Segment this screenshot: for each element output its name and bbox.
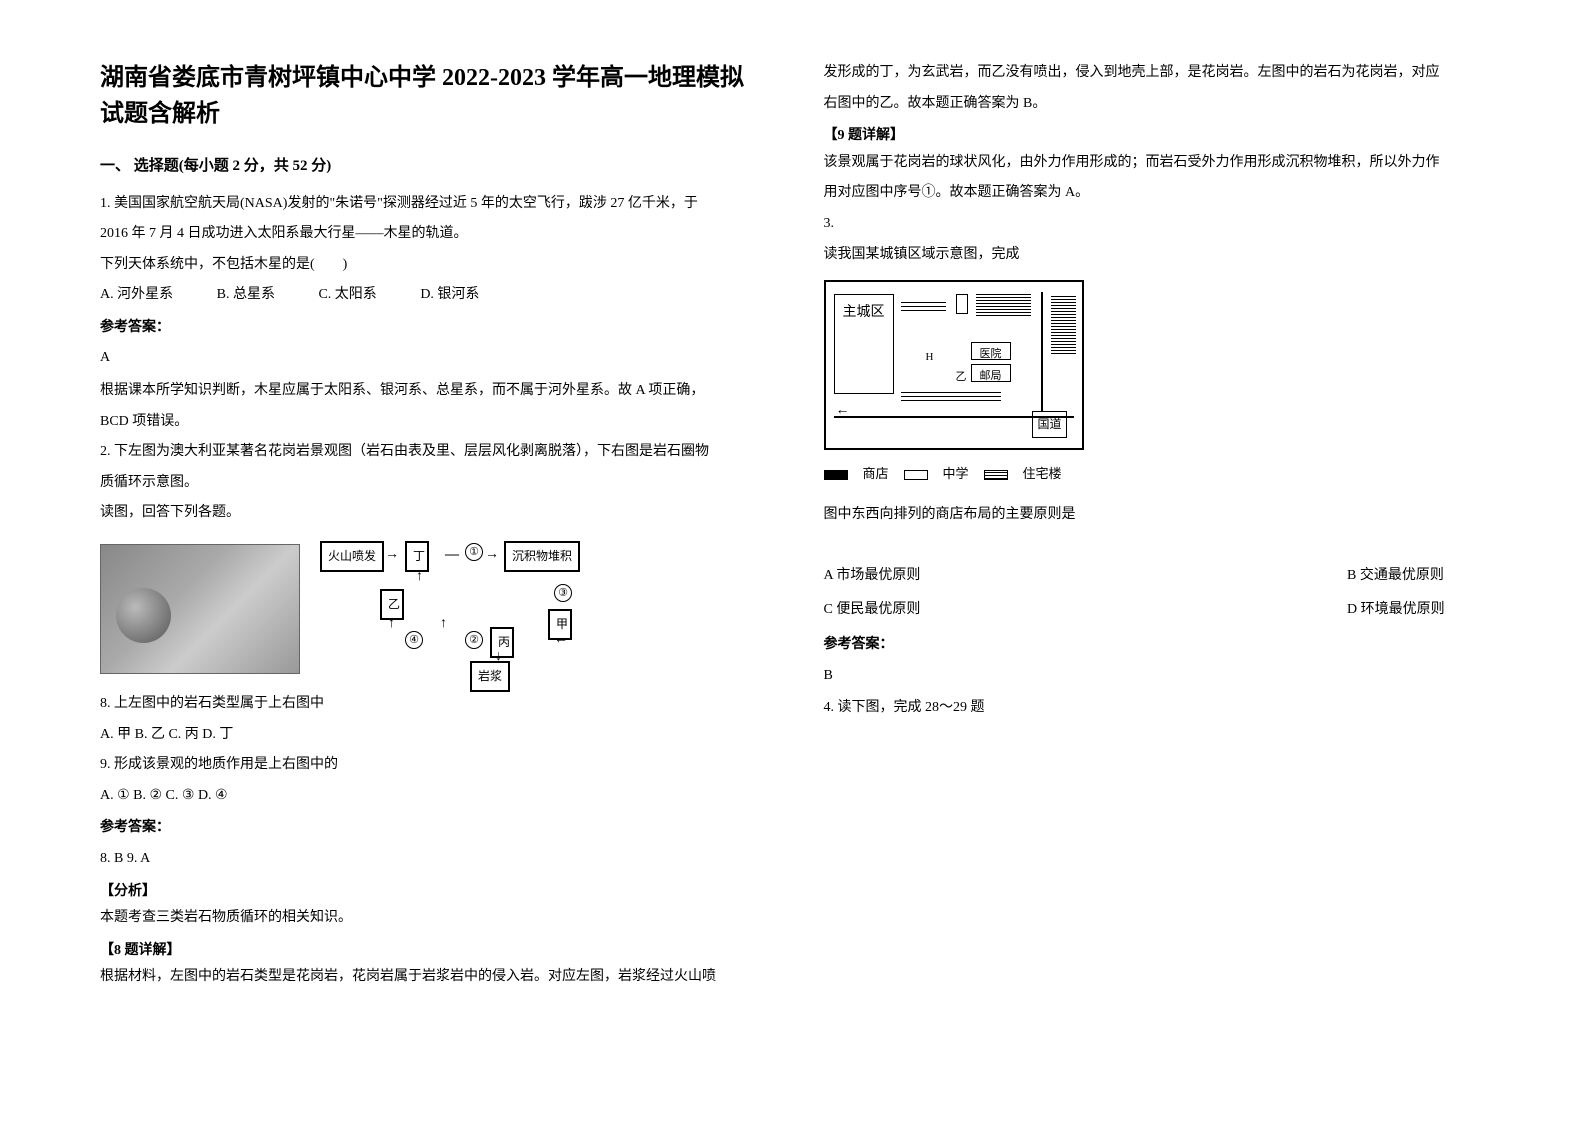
- q2-answer-label: 参考答案：: [100, 815, 764, 842]
- q3-stem: 读我国某城镇区域示意图，完成: [824, 242, 1488, 269]
- q8-stem: 8. 上左图中的岩石类型属于上右图中: [100, 691, 764, 718]
- shop-line: [901, 396, 1001, 397]
- q3-opt-d: D 环境最优原则: [1347, 597, 1487, 624]
- arrow-icon: →: [385, 542, 399, 569]
- q1-stem-3: 下列天体系统中，不包括木星的是( ): [100, 252, 764, 279]
- legend-housing: 住宅楼: [1023, 462, 1062, 487]
- circle-4: ④: [405, 631, 423, 649]
- q1-stem-1: 1. 美国国家航空航天局(NASA)发射的"朱诺号"探测器经过近 5 年的太空飞…: [100, 191, 764, 218]
- q1-opt-a: A. 河外星系: [100, 287, 173, 302]
- legend-row: 商店 中学 住宅楼: [824, 462, 1488, 487]
- arrow-icon: ↑: [388, 611, 395, 638]
- legend-shop: 商店: [863, 462, 889, 487]
- q8-continuation-2: 右图中的乙。故本题正确答案为 B。: [824, 91, 1488, 118]
- school-swatch: [904, 470, 928, 480]
- q1-answer: A: [100, 345, 764, 372]
- bing-box: 丙: [490, 627, 514, 658]
- q3-options-row-1: A 市场最优原则 B 交通最优原则: [824, 563, 1488, 590]
- q9-detail-label: 【9 题详解】: [824, 123, 1488, 150]
- q3-question: 图中东西向排列的商店布局的主要原则是: [824, 502, 1488, 529]
- q3-opt-b: B 交通最优原则: [1347, 563, 1487, 590]
- hospital-box: 医院: [971, 342, 1011, 360]
- q9-stem: 9. 形成该景观的地质作用是上右图中的: [100, 752, 764, 779]
- analysis-text: 本题考查三类岩石物质循环的相关知识。: [100, 905, 764, 932]
- q2-stem-2: 质循环示意图。: [100, 470, 764, 497]
- main-city-area: 主城区: [834, 294, 894, 394]
- circle-3: ③: [554, 584, 572, 602]
- q9-detail-1: 该景观属于花岗岩的球状风化，由外力作用形成的；而岩石受外力作用形成沉积物堆积，所…: [824, 150, 1488, 177]
- q8-continuation-1: 发形成的丁，为玄武岩，而乙没有喷出，侵入到地壳上部，是花岗岩。左图中的岩石为花岗…: [824, 60, 1488, 87]
- q2-figure-row: 火山喷发 → 丁 ① — → 沉积物堆积 乙 ③ ④ ② 丙 ← 甲 岩浆 ↑ …: [100, 539, 764, 679]
- legend-school: 中学: [943, 462, 969, 487]
- q3-options-row-2: C 便民最优原则 D 环境最优原则: [824, 597, 1488, 624]
- town-diagram: 主城区 H 医院 乙 邮局 ← 国道: [824, 280, 1084, 450]
- analysis-label: 【分析】: [100, 879, 764, 906]
- arrow-icon: ↓: [495, 644, 502, 671]
- magma-box: 岩浆: [470, 661, 510, 692]
- housing-block: [1051, 294, 1076, 354]
- q3-opt-c: C 便民最优原则: [824, 597, 921, 624]
- rock-photo: [100, 544, 300, 674]
- q4-figure-placeholder: [824, 726, 1488, 926]
- circle-1: ①: [465, 543, 483, 561]
- shop-line: [901, 306, 946, 307]
- road-label: 国道: [1032, 411, 1066, 438]
- q9-options: A. ① B. ② C. ③ D. ④: [100, 783, 764, 810]
- section-header: 一、 选择题(每小题 2 分，共 52 分): [100, 152, 764, 181]
- h-label: H: [926, 347, 934, 368]
- shop-line: [901, 302, 946, 303]
- q4-stem: 4. 读下图，完成 28～29 题: [824, 695, 1488, 722]
- circle-2: ②: [465, 631, 483, 649]
- yi-label: 乙: [956, 367, 967, 388]
- q8-detail-label: 【8 题详解】: [100, 938, 764, 965]
- q8-options: A. 甲 B. 乙 C. 丙 D. 丁: [100, 722, 764, 749]
- q3-answer-label: 参考答案：: [824, 632, 1488, 659]
- q1-options: A. 河外星系 B. 总星系 C. 太阳系 D. 银河系: [100, 282, 764, 309]
- q3-answer: B: [824, 663, 1488, 690]
- q2-stem-3: 读图，回答下列各题。: [100, 500, 764, 527]
- shop-line: [901, 310, 946, 311]
- q8-detail: 根据材料，左图中的岩石类型是花岗岩，花岗岩属于岩浆岩中的侵入岩。对应左图，岩浆经…: [100, 964, 764, 991]
- housing-block: [976, 294, 1031, 316]
- shop-line: [901, 392, 1001, 393]
- shop-swatch: [824, 470, 848, 480]
- jia-box: 甲: [548, 609, 572, 640]
- q3-number: 3.: [824, 211, 1488, 238]
- q1-explanation-1: 根据课本所学知识判断，木星应属于太阳系、银河系、总星系，而不属于河外星系。故 A…: [100, 378, 764, 405]
- right-column: 发形成的丁，为玄武岩，而乙没有喷出，侵入到地壳上部，是花岗岩。左图中的岩石为花岗…: [824, 60, 1488, 1062]
- q1-opt-b: B. 总星系: [217, 287, 275, 302]
- q3-opt-a: A 市场最优原则: [824, 563, 921, 590]
- arrow-icon: ↑: [440, 611, 447, 638]
- volcano-label: 火山喷发: [320, 541, 384, 572]
- school-box: [956, 294, 968, 314]
- arrow-icon: ↑: [416, 564, 423, 591]
- q2-answers: 8. B 9. A: [100, 846, 764, 873]
- q9-detail-2: 用对应图中序号①。故本题正确答案为 A。: [824, 180, 1488, 207]
- q1-stem-2: 2016 年 7 月 4 日成功进入太阳系最大行星——木星的轨道。: [100, 221, 764, 248]
- cycle-diagram: 火山喷发 → 丁 ① — → 沉积物堆积 乙 ③ ④ ② 丙 ← 甲 岩浆 ↑ …: [320, 539, 580, 679]
- arrow-icon: →: [485, 542, 499, 569]
- housing-swatch: [984, 470, 1008, 480]
- arrow-icon: —: [445, 542, 459, 569]
- document-title: 湖南省娄底市青树坪镇中心中学 2022-2023 学年高一地理模拟试题含解析: [100, 60, 764, 132]
- q1-opt-c: C. 太阳系: [318, 287, 376, 302]
- q1-explanation-2: BCD 项错误。: [100, 409, 764, 436]
- q1-answer-label: 参考答案：: [100, 315, 764, 342]
- shop-line: [901, 400, 1001, 401]
- post-box: 邮局: [971, 364, 1011, 382]
- main-city-label: 主城区: [835, 300, 893, 325]
- q1-opt-d: D. 银河系: [420, 287, 479, 302]
- arrow-left-icon: ←: [836, 398, 850, 425]
- vertical-line: [1041, 292, 1043, 412]
- q2-stem-1: 2. 下左图为澳大利亚某著名花岗岩景观图（岩石由表及里、层层风化剥离脱落），下右…: [100, 439, 764, 466]
- left-column: 湖南省娄底市青树坪镇中心中学 2022-2023 学年高一地理模拟试题含解析 一…: [100, 60, 764, 1062]
- sediment-box: 沉积物堆积: [504, 541, 580, 572]
